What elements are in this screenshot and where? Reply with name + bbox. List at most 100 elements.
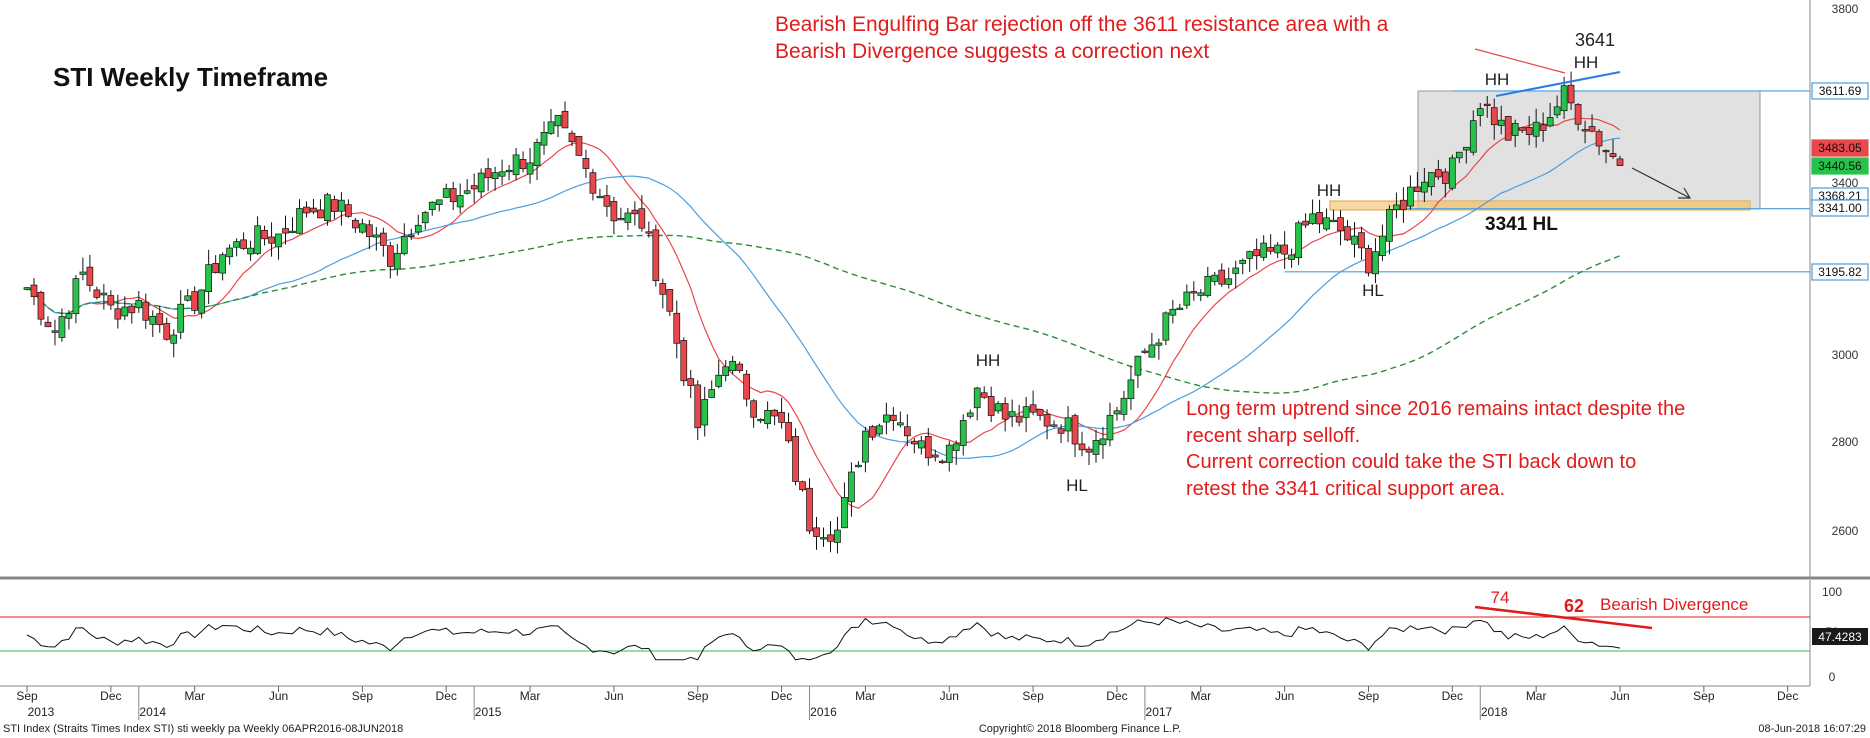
candle-body	[1295, 222, 1302, 259]
ma-mid-line	[26, 137, 1621, 459]
price-y-tick-3800: 3800	[1832, 2, 1859, 16]
candle-body	[352, 219, 359, 229]
candle-body	[1532, 121, 1540, 137]
candle-body	[310, 207, 317, 213]
rsi-divergence-value-74: 74	[1491, 588, 1510, 607]
candle-body	[233, 241, 240, 248]
candle-body	[792, 436, 799, 482]
candle-body	[114, 308, 122, 320]
candle-body	[638, 208, 646, 229]
candle-body	[1239, 259, 1247, 264]
candle-body	[1064, 417, 1072, 432]
candle-body	[1504, 116, 1512, 141]
candle-body	[1274, 244, 1281, 254]
candle-body	[1155, 342, 1163, 346]
candle-body	[1379, 235, 1386, 256]
rsi-series	[26, 617, 1621, 661]
candle-body	[1414, 186, 1421, 192]
candle-body	[177, 303, 185, 333]
candle-body	[764, 409, 771, 425]
candle-body	[533, 141, 541, 166]
candle-body	[37, 291, 45, 320]
candle-body	[659, 283, 667, 295]
candle-body	[79, 271, 87, 275]
bottom-note-line-4: retest the 3341 critical support area.	[1186, 478, 1505, 500]
candle-body	[680, 340, 688, 382]
candle-body	[1204, 275, 1212, 296]
candle-body	[1078, 443, 1086, 451]
candle-body	[610, 201, 618, 222]
candle-body	[834, 529, 841, 543]
rsi-last-value-tag	[1812, 628, 1868, 645]
candle-body	[1393, 204, 1400, 210]
candle-body	[980, 392, 988, 398]
candle-body	[855, 464, 862, 468]
candle-body	[952, 443, 960, 451]
rsi-divergence-line	[1474, 605, 1653, 630]
candle-body	[1141, 350, 1149, 353]
x-tick-label: Sep	[1022, 689, 1044, 703]
candle-body	[1421, 181, 1428, 193]
candle-body	[848, 471, 855, 503]
rsi-last-value: 47.4283	[1818, 630, 1862, 644]
candle-body	[212, 263, 219, 274]
candle-body	[386, 245, 394, 267]
candle-body	[23, 287, 31, 290]
x-tick-label: Mar	[184, 689, 205, 703]
price-y-tick-2800: 2800	[1832, 435, 1859, 449]
candle-body	[1497, 119, 1505, 126]
candle-body	[512, 154, 520, 176]
candle-body	[1553, 106, 1561, 116]
candle-body	[1127, 379, 1135, 399]
candle-body	[345, 204, 352, 217]
candle-body	[666, 289, 674, 312]
x-tick-label: Sep	[16, 689, 38, 703]
price-tag-box	[1811, 263, 1869, 281]
price-y-tick-3400: 3400	[1832, 176, 1859, 190]
candle-body	[827, 534, 834, 542]
candle-body	[883, 414, 890, 423]
x-year-label: 2016	[810, 705, 837, 719]
candle-body	[379, 232, 387, 246]
candle-body	[1183, 291, 1191, 306]
candle-body	[687, 378, 695, 386]
candles	[23, 71, 1624, 554]
candle-body	[121, 306, 129, 317]
candle-body	[750, 400, 757, 418]
candle-body	[1302, 220, 1309, 226]
candle-body	[1567, 84, 1575, 104]
x-tick-label: Jun	[940, 689, 959, 703]
candle-body	[65, 313, 73, 319]
candle-body	[421, 212, 429, 224]
candle-body	[1400, 199, 1407, 210]
x-year-label: 2018	[1481, 705, 1508, 719]
candle-body	[470, 185, 478, 190]
correction-arrow-line	[1631, 167, 1691, 199]
candle-body	[505, 169, 513, 173]
candle-body	[1602, 149, 1610, 153]
candle-body	[1015, 415, 1023, 423]
candle-body	[149, 315, 157, 325]
candle-body	[1022, 406, 1030, 418]
candle-body	[1008, 411, 1016, 417]
candle-body	[86, 266, 94, 286]
support-zone-band-2018	[1430, 201, 1750, 210]
price-tag-label: 3440.56	[1818, 159, 1862, 173]
candle-body	[359, 223, 366, 233]
candle-body	[1462, 146, 1470, 151]
candle-body	[51, 330, 59, 333]
candle-body	[757, 418, 764, 422]
x-year-label: 2015	[475, 705, 502, 719]
price-tag-box	[1811, 199, 1869, 217]
candle-body	[1434, 169, 1442, 178]
candle-body	[1365, 247, 1372, 274]
candle-body	[1267, 247, 1275, 252]
candle-body	[1253, 249, 1261, 257]
candle-body	[435, 199, 443, 205]
candle-body	[100, 292, 108, 296]
candle-body	[393, 252, 401, 270]
candle-body	[876, 425, 883, 435]
candle-body	[568, 132, 576, 143]
candle-body	[1092, 440, 1100, 455]
